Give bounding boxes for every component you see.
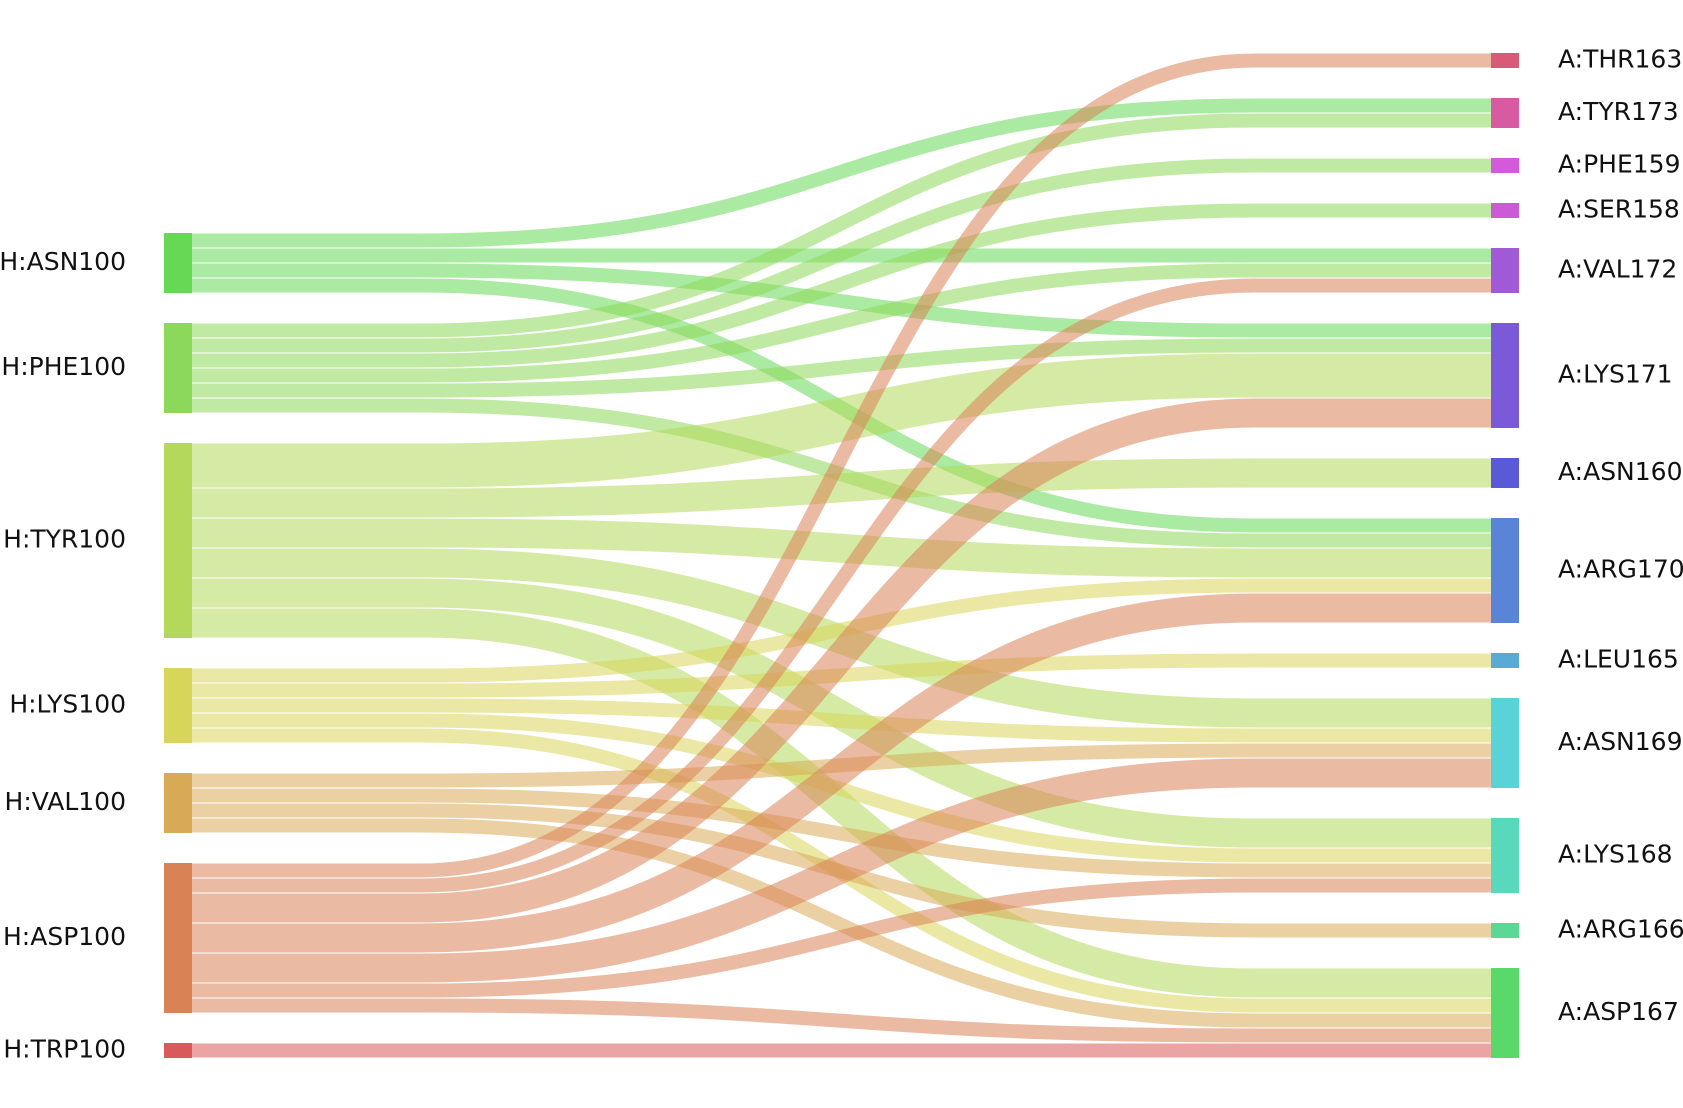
node xyxy=(1491,203,1519,218)
link xyxy=(192,203,1491,368)
link xyxy=(192,53,1491,878)
node xyxy=(164,863,192,1013)
node-label: A:LYS171 xyxy=(1558,360,1673,389)
link xyxy=(192,608,1491,998)
link xyxy=(192,278,1491,893)
link xyxy=(192,593,1491,953)
link xyxy=(192,458,1491,518)
node-label: A:ARG166 xyxy=(1558,915,1683,944)
link xyxy=(192,113,1491,338)
link xyxy=(192,518,1491,578)
link xyxy=(192,578,1491,848)
node-label: H:LYS100 xyxy=(9,690,126,719)
node-label: A:ASN169 xyxy=(1558,727,1682,756)
link xyxy=(192,158,1491,353)
node-label: A:PHE159 xyxy=(1558,150,1680,179)
node-label: A:TYR173 xyxy=(1558,97,1679,126)
node xyxy=(164,443,192,638)
link xyxy=(192,353,1491,488)
link xyxy=(192,398,1491,923)
node-label: H:TRP100 xyxy=(3,1035,126,1064)
link xyxy=(192,578,1491,683)
node xyxy=(1491,53,1519,68)
node xyxy=(1491,653,1519,668)
node xyxy=(1491,323,1519,428)
node xyxy=(164,668,192,743)
link xyxy=(192,263,1491,383)
link xyxy=(192,263,1491,338)
link xyxy=(192,338,1491,398)
node-label: A:SER158 xyxy=(1558,195,1680,224)
node xyxy=(1491,518,1519,623)
node-label: H:TYR100 xyxy=(3,525,126,554)
node-label: A:ASP167 xyxy=(1558,997,1679,1026)
link xyxy=(192,698,1491,743)
node-label: H:ASP100 xyxy=(3,922,126,951)
node xyxy=(164,323,192,413)
node xyxy=(1491,698,1519,788)
node-label: A:ARG170 xyxy=(1558,555,1683,584)
node xyxy=(1491,158,1519,173)
link xyxy=(192,788,1491,878)
node xyxy=(1491,458,1519,488)
node xyxy=(164,233,192,293)
node-label: H:PHE100 xyxy=(1,352,126,381)
node-label: H:ASN100 xyxy=(0,247,126,276)
node xyxy=(164,773,192,833)
node-label: A:THR163 xyxy=(1558,45,1682,74)
node xyxy=(1491,923,1519,938)
node-label: H:VAL100 xyxy=(5,787,126,816)
node xyxy=(1491,248,1519,293)
node xyxy=(1491,968,1519,1058)
node-label: A:VAL172 xyxy=(1558,255,1677,284)
node-label: A:LYS168 xyxy=(1558,840,1673,869)
link xyxy=(192,98,1491,248)
link xyxy=(192,548,1491,728)
link xyxy=(192,758,1491,983)
node-label: A:LEU165 xyxy=(1558,645,1679,674)
node xyxy=(1491,98,1519,128)
node xyxy=(164,1043,192,1058)
link xyxy=(192,878,1491,998)
node-label: A:ASN160 xyxy=(1558,457,1682,486)
link xyxy=(192,998,1491,1043)
node xyxy=(1491,818,1519,893)
